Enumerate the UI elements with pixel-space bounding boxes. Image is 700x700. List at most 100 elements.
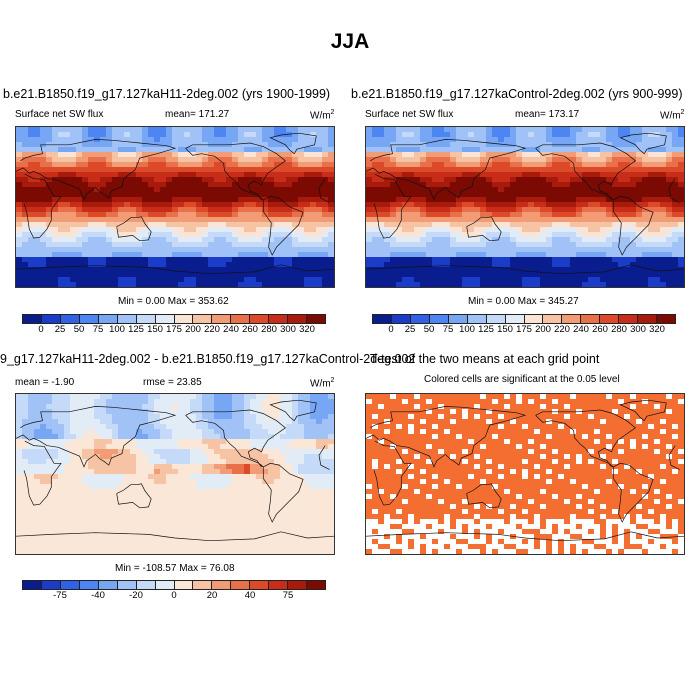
colorbar-box	[638, 315, 658, 323]
coastline	[668, 445, 676, 456]
coastline	[185, 409, 286, 468]
panel1-units-label: W/m2	[310, 109, 335, 122]
coastline	[535, 409, 636, 468]
colorbar-tick-label: 75	[92, 324, 104, 335]
colorbar-box	[231, 581, 251, 589]
panel1-mean-label: mean= 171.27	[165, 109, 230, 120]
panel3-units-label: W/m2	[310, 377, 335, 390]
colorbar-box	[429, 315, 449, 323]
colorbar-tick-label: 175	[516, 324, 532, 335]
colorbar-tick-label: 220	[554, 324, 570, 335]
coastline	[466, 483, 502, 509]
colorbar-box	[174, 315, 194, 323]
colorbar-tick-label: 260	[242, 324, 258, 335]
colorbar-tick-label: 50	[73, 324, 85, 335]
coastline	[23, 173, 62, 239]
coastline	[16, 531, 334, 542]
colorbar-tick-label: 150	[497, 324, 513, 335]
coastline	[373, 440, 412, 506]
colorbar-tick-label: 25	[404, 324, 416, 335]
colorbar-tick-label: 300	[280, 324, 296, 335]
panel2-variable-label: Surface net SW flux	[365, 109, 454, 120]
colorbar-box	[307, 581, 325, 589]
colorbar-tick-label: 220	[204, 324, 220, 335]
colorbar-box	[41, 581, 61, 589]
colorbar-box	[193, 581, 213, 589]
colorbar-box	[23, 315, 42, 323]
coastline	[619, 399, 667, 421]
coastline	[366, 406, 527, 468]
colorbar-box	[193, 315, 213, 323]
colorbar-box	[60, 581, 80, 589]
colorbar-tick-label: 0	[171, 590, 177, 601]
colorbar-box	[524, 315, 544, 323]
colorbar-box	[250, 581, 270, 589]
colorbar-box	[155, 315, 175, 323]
colorbar-ticks: 0 25 50 75 100 125 150 175 200 220 240 260 280 300 320	[372, 324, 676, 336]
panel1-map	[15, 126, 335, 288]
panel3-rmse-label: rmse = 23.85	[143, 377, 202, 388]
colorbar-box	[79, 581, 99, 589]
colorbar-tick-label: 0	[388, 324, 394, 335]
panel2-units-label: W/m2	[660, 109, 685, 122]
colorbar-boxes	[22, 314, 326, 324]
coastline	[668, 455, 680, 470]
colorbar-box	[307, 315, 325, 323]
colorbar-box	[79, 315, 99, 323]
colorbar-box	[486, 315, 506, 323]
colorbar-boxes	[372, 314, 676, 324]
colorbar-tick-label: 125	[128, 324, 144, 335]
colorbar-boxes	[22, 580, 326, 590]
coastline	[262, 462, 304, 523]
coastline	[668, 178, 676, 189]
panel1-minmax: Min = 0.00 Max = 353.62	[118, 296, 229, 307]
colorbar-tick-label: 100	[459, 324, 475, 335]
coastline	[612, 195, 654, 256]
colorbar-tick-label: 320	[299, 324, 315, 335]
colorbar-box	[410, 315, 430, 323]
colorbar-tick-label: 200	[535, 324, 551, 335]
colorbar-tick-label: 100	[109, 324, 125, 335]
colorbar-box	[155, 581, 175, 589]
coastline	[535, 142, 636, 201]
coastline	[619, 132, 667, 154]
panel2-title: b.e21.B1850.f19_g17.127kaControl-2deg.00…	[351, 87, 683, 101]
coastline	[116, 483, 152, 509]
colorbar-tick-label: 40	[244, 590, 256, 601]
colorbar-tick-label: 300	[630, 324, 646, 335]
colorbar-tick-label: 260	[592, 324, 608, 335]
colorbar-box	[657, 315, 675, 323]
colorbar-box	[448, 315, 468, 323]
coastline	[318, 455, 330, 470]
colorbar-tick-label: -20	[129, 590, 143, 601]
colorbar-box	[373, 315, 392, 323]
coastline	[269, 399, 317, 421]
coastline	[16, 264, 334, 275]
panel4-title: T-test of the two means at each grid poi…	[370, 352, 600, 366]
panel3-map	[15, 393, 335, 555]
coastline	[23, 440, 62, 506]
coastline	[116, 216, 152, 242]
panel1-title: b.e21.B1850.f19_g17.127kaH11-2deg.002 (y…	[3, 87, 331, 101]
coastline	[185, 142, 286, 201]
colorbar-box	[136, 315, 156, 323]
colorbar-tick-label: 320	[649, 324, 665, 335]
panel4-map	[365, 393, 685, 555]
colorbar-box	[174, 581, 194, 589]
colorbar-box	[269, 315, 289, 323]
colorbar-box	[98, 581, 118, 589]
panel1-colorbar: 0 25 50 75 100 125 150 175 200 220 240 260 280 300 320	[22, 314, 326, 336]
colorbar-box	[269, 581, 289, 589]
colorbar-tick-label: 150	[147, 324, 163, 335]
colorbar-ticks: -75 -40 -20 0 20 40 75	[22, 590, 326, 602]
colorbar-box	[117, 315, 137, 323]
colorbar-tick-label: 280	[261, 324, 277, 335]
colorbar-tick-label: 50	[423, 324, 435, 335]
coastline	[366, 531, 684, 542]
colorbar-box	[136, 581, 156, 589]
colorbar-tick-label: 240	[223, 324, 239, 335]
coastline	[668, 188, 680, 203]
coastline	[318, 188, 330, 203]
colorbar-tick-label: 280	[611, 324, 627, 335]
colorbar-tick-label: 75	[282, 590, 294, 601]
